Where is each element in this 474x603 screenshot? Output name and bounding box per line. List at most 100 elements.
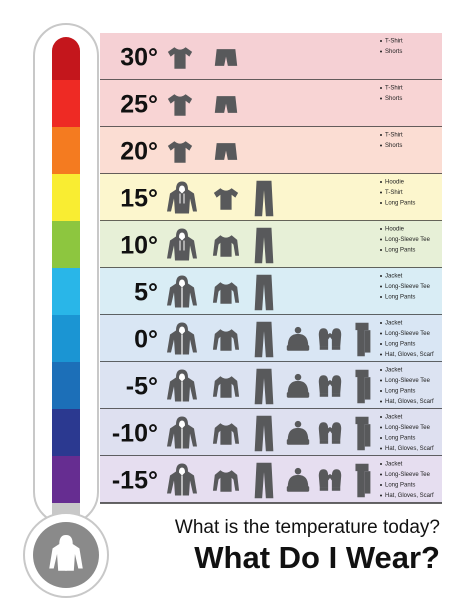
item: Long-Sleeve Tee bbox=[385, 284, 431, 290]
thermometer-segment bbox=[52, 268, 80, 315]
bullet bbox=[380, 285, 382, 288]
bullet bbox=[380, 50, 382, 53]
clothing-icon bbox=[355, 322, 371, 357]
thermometer-segment bbox=[52, 409, 80, 456]
clothing-icon bbox=[212, 235, 240, 257]
item: Hat, Gloves, Scarf bbox=[385, 493, 434, 499]
bullet bbox=[380, 296, 382, 298]
thermometer-segment bbox=[52, 221, 80, 268]
bullet bbox=[380, 369, 382, 371]
clothing-icon bbox=[355, 463, 371, 498]
bullet bbox=[380, 447, 382, 450]
temperature: 30° bbox=[120, 44, 158, 72]
item: Shorts bbox=[385, 49, 402, 55]
bullet bbox=[380, 202, 382, 204]
clothing-icon bbox=[355, 416, 371, 451]
title: What Do I Wear? bbox=[194, 540, 440, 575]
item: Long Pants bbox=[385, 342, 415, 348]
temperature: 20° bbox=[120, 138, 158, 166]
temperature: 5° bbox=[134, 279, 158, 307]
temperature: -10° bbox=[112, 420, 158, 448]
item: Long-Sleeve Tee bbox=[385, 331, 431, 337]
bullet bbox=[380, 275, 382, 277]
item: T-Shirt bbox=[385, 39, 403, 45]
item: Jacket bbox=[385, 462, 403, 468]
clothing-icon bbox=[212, 329, 240, 351]
temperature: -15° bbox=[112, 467, 158, 495]
item: Hat, Gloves, Scarf bbox=[385, 446, 434, 452]
bullet bbox=[380, 353, 382, 356]
thermometer-segment bbox=[52, 80, 80, 127]
bullet bbox=[380, 416, 382, 418]
bullet bbox=[380, 144, 382, 147]
item: Jacket bbox=[385, 321, 403, 327]
bullet bbox=[380, 238, 382, 241]
thermometer-segment bbox=[52, 127, 80, 174]
item: Hat, Gloves, Scarf bbox=[385, 399, 434, 405]
bullet bbox=[380, 400, 382, 403]
temperature: 25° bbox=[120, 91, 158, 119]
bullet bbox=[380, 332, 382, 335]
row-background bbox=[100, 80, 442, 127]
bullet bbox=[380, 390, 382, 392]
thermometer-segment bbox=[52, 315, 80, 362]
item: Long-Sleeve Tee bbox=[385, 425, 431, 431]
thermometer-segment bbox=[52, 456, 80, 503]
bullet bbox=[380, 463, 382, 465]
clothing-icon bbox=[212, 376, 240, 398]
temperature: 15° bbox=[120, 185, 158, 213]
item: Shorts bbox=[385, 143, 402, 149]
item: Jacket bbox=[385, 415, 403, 421]
item: Long Pants bbox=[385, 389, 415, 395]
item: Long-Sleeve Tee bbox=[385, 237, 431, 243]
bullet bbox=[380, 343, 382, 345]
item: Long-Sleeve Tee bbox=[385, 472, 431, 478]
bullet bbox=[380, 437, 382, 439]
item: Long Pants bbox=[385, 295, 415, 301]
row-background bbox=[100, 127, 442, 174]
item: Jacket bbox=[385, 368, 403, 374]
bullet bbox=[380, 228, 382, 230]
rows: 30° T-Shirt Shorts 25° T-Shirt Shorts 20° T-Shi… bbox=[100, 33, 442, 504]
item: Long Pants bbox=[385, 201, 415, 207]
bullet bbox=[380, 87, 382, 89]
thermometer bbox=[23, 23, 109, 598]
bullet bbox=[380, 473, 382, 476]
question: What is the temperature today? bbox=[175, 517, 440, 538]
thermometer-column bbox=[52, 37, 80, 523]
bullet bbox=[380, 40, 382, 42]
item: Hoodie bbox=[385, 227, 405, 233]
clothing-icon bbox=[212, 282, 240, 304]
item: Jacket bbox=[385, 274, 403, 280]
bullet bbox=[380, 426, 382, 429]
bullet bbox=[380, 379, 382, 382]
item: Hat, Gloves, Scarf bbox=[385, 352, 434, 358]
item: Hoodie bbox=[385, 180, 405, 186]
thermometer-segment bbox=[52, 174, 80, 221]
item: Long Pants bbox=[385, 248, 415, 254]
row-background bbox=[100, 33, 442, 80]
item: Shorts bbox=[385, 96, 402, 102]
temperature: 10° bbox=[120, 232, 158, 260]
clothing-icon bbox=[212, 470, 240, 492]
bullet bbox=[380, 484, 382, 486]
bullet bbox=[380, 134, 382, 136]
item: T-Shirt bbox=[385, 86, 403, 92]
bullet bbox=[380, 322, 382, 324]
bullet bbox=[380, 191, 382, 194]
clothing-icon bbox=[355, 369, 371, 404]
bullet bbox=[380, 249, 382, 251]
item: Long Pants bbox=[385, 436, 415, 442]
thermometer-cap bbox=[52, 37, 80, 65]
bullet bbox=[380, 494, 382, 497]
bullet bbox=[380, 181, 382, 183]
clothing-icon bbox=[212, 423, 240, 445]
item: T-Shirt bbox=[385, 133, 403, 139]
item: Long-Sleeve Tee bbox=[385, 378, 431, 384]
item: T-Shirt bbox=[385, 190, 403, 196]
temperature: -5° bbox=[126, 373, 158, 401]
temperature: 0° bbox=[134, 326, 158, 354]
thermometer-segment bbox=[52, 362, 80, 409]
bullet bbox=[380, 97, 382, 100]
